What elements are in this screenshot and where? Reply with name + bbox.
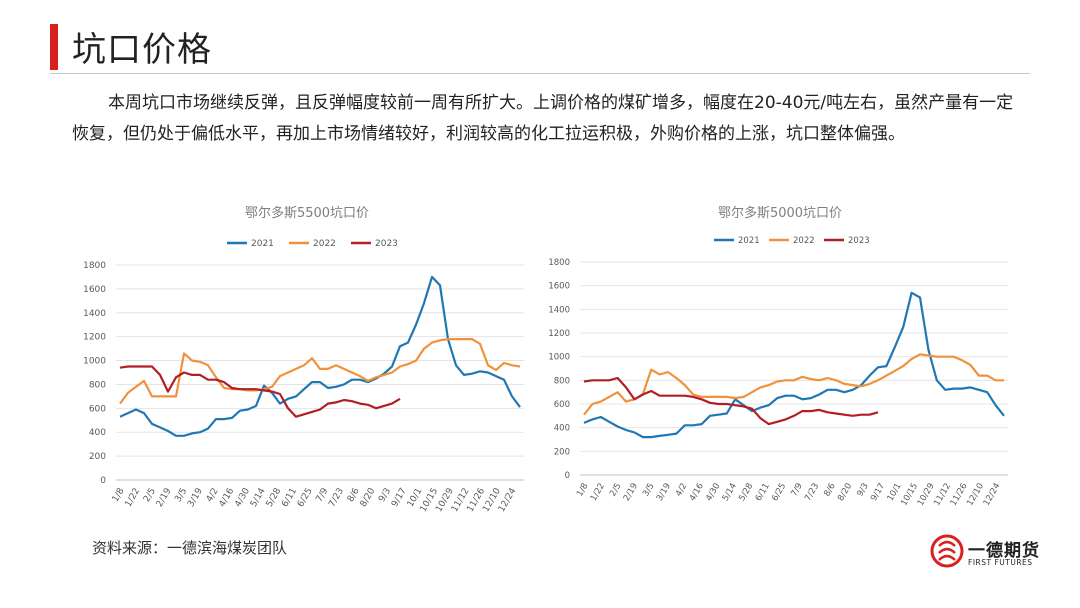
title-divider (50, 73, 1030, 74)
y-tick-label: 400 (89, 428, 106, 438)
logo-name-cn: 一德期货 (968, 541, 1040, 561)
chart-5500-svg: 鄂尔多斯5500坑口价 0 200 400 600 800 1000 1200 1400 1600… (83, 205, 524, 514)
x-tick-label: 5/14 (249, 486, 268, 509)
y-tick-label: 1000 (83, 357, 106, 367)
y-tick-label: 1600 (548, 282, 570, 292)
x-tick-label: 9/3 (855, 482, 871, 499)
x-tick-label: 8/20 (836, 482, 854, 504)
chart-5000: 鄂尔多斯5000坑口价 0 200 400 600 800 1000 1200 1400 1600… (540, 195, 1020, 534)
legend-label: 2021 (251, 239, 274, 249)
x-tick-label: 9/17 (869, 482, 887, 504)
y-tick-label: 1800 (83, 261, 106, 271)
x-tick-label: 5/14 (721, 482, 739, 504)
logo-name-en: FIRST FUTURES (968, 558, 1033, 567)
x-tick-label: 3/19 (655, 482, 673, 504)
x-tick-label: 4/2 (674, 482, 690, 499)
x-tick-label: 6/11 (280, 487, 299, 510)
y-tick-label: 400 (554, 424, 570, 434)
chart-5000-svg: 鄂尔多斯5000坑口价 0 200 400 600 800 1000 1200 1400 1600… (548, 205, 1008, 508)
series-line (119, 338, 521, 405)
series-line (583, 353, 1004, 416)
x-tick-label: 4/30 (704, 482, 722, 504)
x-tick-label: 1/8 (575, 482, 591, 499)
x-tick-label: 6/11 (754, 482, 772, 504)
y-tick-label: 800 (554, 376, 570, 386)
x-tick-label: 4/30 (233, 486, 252, 509)
x-tick-label: 5/28 (265, 486, 284, 509)
x-tick-label: 3/5 (641, 482, 657, 499)
legend-label: 2023 (848, 236, 870, 246)
y-tick-label: 1000 (548, 353, 570, 363)
x-tick-label: 7/9 (789, 482, 805, 499)
y-tick-label: 800 (89, 380, 106, 390)
series-line (119, 275, 521, 437)
series-line (119, 365, 401, 418)
chart-title: 鄂尔多斯5500坑口价 (245, 205, 369, 221)
series-line (583, 376, 879, 426)
y-tick-label: 1200 (548, 329, 570, 339)
x-tick-label: 8/20 (359, 486, 378, 509)
y-tick-label: 0 (100, 476, 106, 486)
x-tick-label: 4/16 (688, 482, 706, 504)
y-tick-label: 600 (554, 400, 570, 410)
x-tick-label: 5/28 (737, 482, 755, 504)
y-tick-label: 600 (89, 404, 106, 414)
x-tick-label: 7/23 (803, 482, 821, 504)
series-line (583, 291, 1005, 439)
legend-label: 2023 (375, 239, 398, 249)
chart-5500: 鄂尔多斯5500坑口价 0 200 400 600 800 1000 1200 1400 1600… (72, 195, 542, 534)
y-tick-label: 1400 (548, 305, 570, 315)
y-tick-label: 200 (89, 452, 106, 462)
x-tick-label: 6/25 (770, 482, 788, 504)
title-accent-bar (50, 24, 58, 70)
x-tick-label: 12/24 (982, 482, 1003, 508)
x-tick-label: 1/22 (124, 487, 143, 510)
legend-label: 2022 (313, 239, 336, 249)
page-title: 坑口价格 (72, 30, 212, 70)
x-tick-label: 3/19 (186, 486, 205, 509)
data-source-note: 资料来源：一德滨海煤炭团队 (92, 539, 288, 557)
y-tick-label: 1800 (548, 258, 570, 268)
x-tick-label: 2/19 (622, 482, 640, 504)
x-tick-label: 4/16 (218, 486, 237, 509)
x-tick-label: 2/5 (608, 482, 624, 499)
legend-label: 2021 (738, 236, 760, 246)
x-tick-label: 9/17 (390, 487, 409, 510)
chart-title: 鄂尔多斯5000坑口价 (718, 205, 842, 221)
x-tick-label: 8/6 (822, 482, 838, 499)
summary-paragraph: 本周坑口市场继续反弹，且反弹幅度较前一周有所扩大。上调价格的煤矿增多，幅度在20… (72, 93, 1014, 144)
x-tick-label: 1/22 (589, 482, 607, 504)
company-logo: 一德期货 FIRST FUTURES (930, 532, 1040, 572)
x-tick-label: 2/19 (155, 486, 174, 509)
legend-label: 2022 (793, 236, 815, 246)
y-tick-label: 0 (565, 471, 570, 481)
y-tick-label: 1400 (83, 309, 106, 319)
x-tick-label: 6/25 (296, 487, 315, 510)
x-tick-label: 7/23 (327, 487, 346, 510)
y-tick-label: 200 (554, 447, 570, 457)
y-tick-label: 1600 (83, 285, 106, 295)
logo-emblem-icon (930, 534, 964, 568)
y-tick-label: 1200 (83, 333, 106, 343)
